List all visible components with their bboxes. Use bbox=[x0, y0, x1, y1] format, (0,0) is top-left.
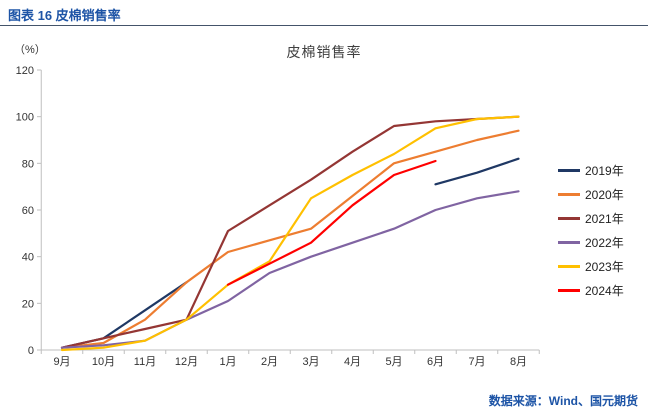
x-axis-label: 9月 bbox=[53, 356, 70, 368]
legend-swatch bbox=[558, 168, 580, 172]
figure-caption: 图表 16 皮棉销售率 bbox=[8, 8, 121, 23]
x-axis-label: 7月 bbox=[468, 356, 485, 368]
y-axis-label: 0 bbox=[28, 345, 34, 357]
y-axis-label: 40 bbox=[22, 252, 34, 264]
legend-swatch bbox=[558, 216, 580, 220]
series-line-2022年 bbox=[60, 190, 520, 349]
y-axis-label: 100 bbox=[16, 112, 34, 124]
sales-rate-line-chart: 0 20 40 60 80 100 120 9月 10月 11月 12月 1月 2月 3月 4月 5月 6月 7月… bbox=[16, 65, 540, 368]
legend-item-2019年: 2019年 bbox=[558, 163, 624, 178]
series-line-2024年 bbox=[226, 159, 437, 286]
y-axis-label: 60 bbox=[22, 205, 34, 217]
series-line-2021年 bbox=[60, 115, 520, 349]
x-axis-label: 2月 bbox=[261, 356, 278, 368]
chart-title: 皮棉销售率 bbox=[286, 44, 362, 60]
data-source-note: 数据来源：Wind、国元期货 bbox=[488, 394, 638, 408]
legend-item-2020年: 2020年 bbox=[558, 187, 624, 202]
x-axis-label: 8月 bbox=[510, 356, 527, 368]
legend-swatch bbox=[558, 240, 580, 244]
y-axis-label: 80 bbox=[22, 158, 34, 170]
legend-swatch bbox=[558, 288, 580, 292]
chart-legend: 2019年 2020年 2021年 2022年 2023年 2024年 bbox=[558, 163, 624, 298]
legend-swatch bbox=[558, 192, 580, 196]
legend-item-2024年: 2024年 bbox=[558, 283, 624, 298]
series-line-2020年 bbox=[60, 129, 520, 349]
x-axis-label: 11月 bbox=[134, 356, 156, 368]
x-axis-label: 12月 bbox=[175, 356, 198, 368]
legend-label: 2024年 bbox=[585, 283, 624, 298]
x-axis-label: 10月 bbox=[92, 356, 115, 368]
y-axis-label: 120 bbox=[16, 65, 34, 77]
legend-label: 2022年 bbox=[585, 235, 624, 250]
legend-label: 2019年 bbox=[585, 163, 624, 178]
header-rule bbox=[0, 25, 648, 26]
y-axis-label: 20 bbox=[22, 298, 34, 310]
legend-label: 2020年 bbox=[585, 187, 624, 202]
x-axis-label: 4月 bbox=[344, 356, 361, 368]
series-line-2023年 bbox=[60, 115, 520, 352]
legend-item-2023年: 2023年 bbox=[558, 259, 624, 274]
x-axis-label: 1月 bbox=[219, 356, 236, 368]
x-axis-label: 5月 bbox=[385, 356, 402, 368]
legend-item-2021年: 2021年 bbox=[558, 211, 624, 226]
legend-label: 2023年 bbox=[585, 259, 624, 274]
x-axis-label: 6月 bbox=[427, 356, 444, 368]
legend-swatch bbox=[558, 264, 580, 268]
x-axis-label: 3月 bbox=[302, 356, 319, 368]
y-axis-unit-label: （%） bbox=[14, 44, 46, 56]
legend-label: 2021年 bbox=[585, 211, 624, 226]
legend-item-2022年: 2022年 bbox=[558, 235, 624, 250]
